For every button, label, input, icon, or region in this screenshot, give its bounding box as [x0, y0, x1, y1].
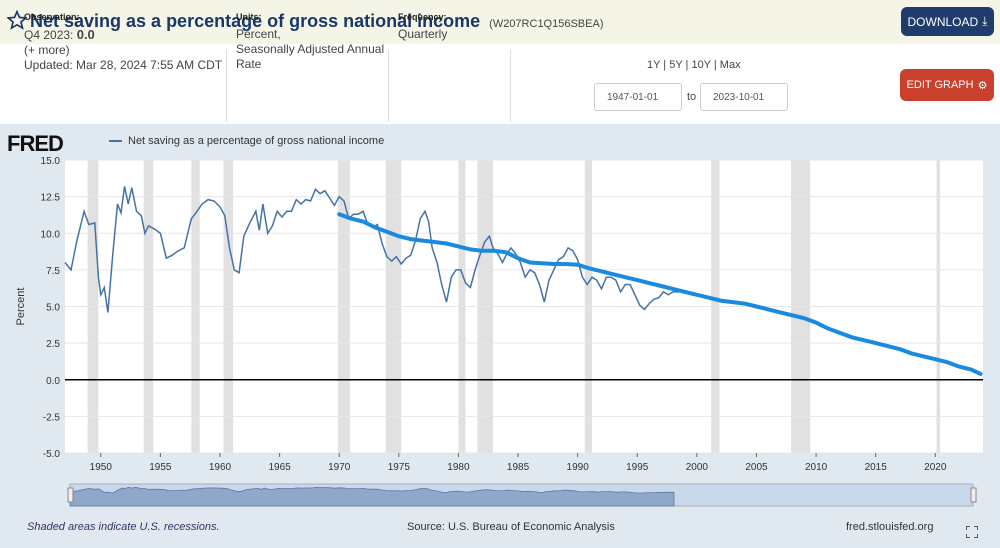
- y-axis-label: Percent: [15, 288, 27, 326]
- y-tick-label: 2.5: [46, 339, 60, 350]
- fullscreen-icon[interactable]: [966, 526, 978, 538]
- star-icon[interactable]: [7, 10, 27, 30]
- y-tick-label: 12.5: [41, 193, 61, 204]
- x-tick-label: 1950: [90, 462, 113, 473]
- x-tick-label: 2000: [686, 462, 709, 473]
- y-tick-label: 10.0: [41, 229, 61, 240]
- series-line: [64, 186, 679, 313]
- page-title: Net saving as a percentage of gross nati…: [30, 11, 604, 31]
- legend-label: Net saving as a percentage of gross nati…: [128, 135, 385, 147]
- x-tick-label: 1975: [388, 462, 411, 473]
- x-tick-label: 1985: [507, 462, 530, 473]
- x-tick-label: 1955: [149, 462, 172, 473]
- legend: Net saving as a percentage of gross nati…: [109, 135, 384, 147]
- x-tick-label: 1960: [209, 462, 232, 473]
- download-icon: ⤓: [982, 14, 988, 28]
- recession-note: Shaded areas indicate U.S. recessions.: [27, 521, 220, 533]
- observation-value: 0.0: [76, 27, 95, 42]
- edit-graph-button[interactable]: EDIT GRAPH ⚙: [900, 69, 994, 101]
- x-tick-label: 2005: [745, 462, 768, 473]
- y-tick-label: 5.0: [46, 303, 60, 314]
- frequency-info: Frequency: Quarterly: [398, 12, 448, 41]
- more-link[interactable]: (+ more): [24, 43, 70, 57]
- gear-icon: ⚙: [977, 79, 988, 92]
- x-tick-label: 1965: [268, 462, 291, 473]
- observation-info: Observation: Q4 2023: 0.0 (+ more) Updat…: [24, 12, 223, 72]
- range-links[interactable]: 1Y | 5Y | 10Y | Max: [647, 59, 741, 71]
- navigator-left-handle: [67, 487, 74, 503]
- x-tick-label: 2015: [865, 462, 888, 473]
- y-tick-label: 0.0: [46, 376, 60, 387]
- fred-link[interactable]: fred.stlouisfed.org: [846, 521, 934, 533]
- x-tick-label: 1980: [447, 462, 470, 473]
- y-tick-label: 15.0: [41, 156, 61, 167]
- divider: [226, 50, 227, 122]
- y-tick-label: -5.0: [43, 449, 61, 460]
- trend-line: [337, 212, 983, 376]
- divider: [510, 50, 511, 122]
- to-label: to: [687, 91, 697, 103]
- x-tick-label: 1995: [626, 462, 649, 473]
- x-tick-label: 2020: [924, 462, 947, 473]
- fred-logo: FRED: [7, 131, 64, 156]
- divider: [388, 50, 389, 122]
- y-tick-label: -2.5: [43, 412, 61, 423]
- x-tick-label: 1990: [567, 462, 590, 473]
- series-id: (W207RC1Q156SBEA): [489, 18, 604, 30]
- end-date-input[interactable]: 2023-10-01: [700, 83, 788, 111]
- x-tick-label: 1970: [328, 462, 351, 473]
- y-tick-label: 7.5: [46, 266, 60, 277]
- download-button[interactable]: DOWNLOAD ⤓: [901, 7, 994, 36]
- title-bar: Net saving as a percentage of gross nati…: [0, 0, 1000, 44]
- legend-swatch: [109, 140, 122, 142]
- units-info: Units: Percent, Seasonally Adjusted Annu…: [236, 12, 385, 71]
- x-tick-label: 2010: [805, 462, 828, 473]
- navigator-right-handle: [970, 487, 977, 503]
- start-date-input[interactable]: 1947-01-01: [594, 83, 682, 111]
- source-note: Source: U.S. Bureau of Economic Analysis: [407, 521, 615, 533]
- navigator-series: [69, 486, 675, 507]
